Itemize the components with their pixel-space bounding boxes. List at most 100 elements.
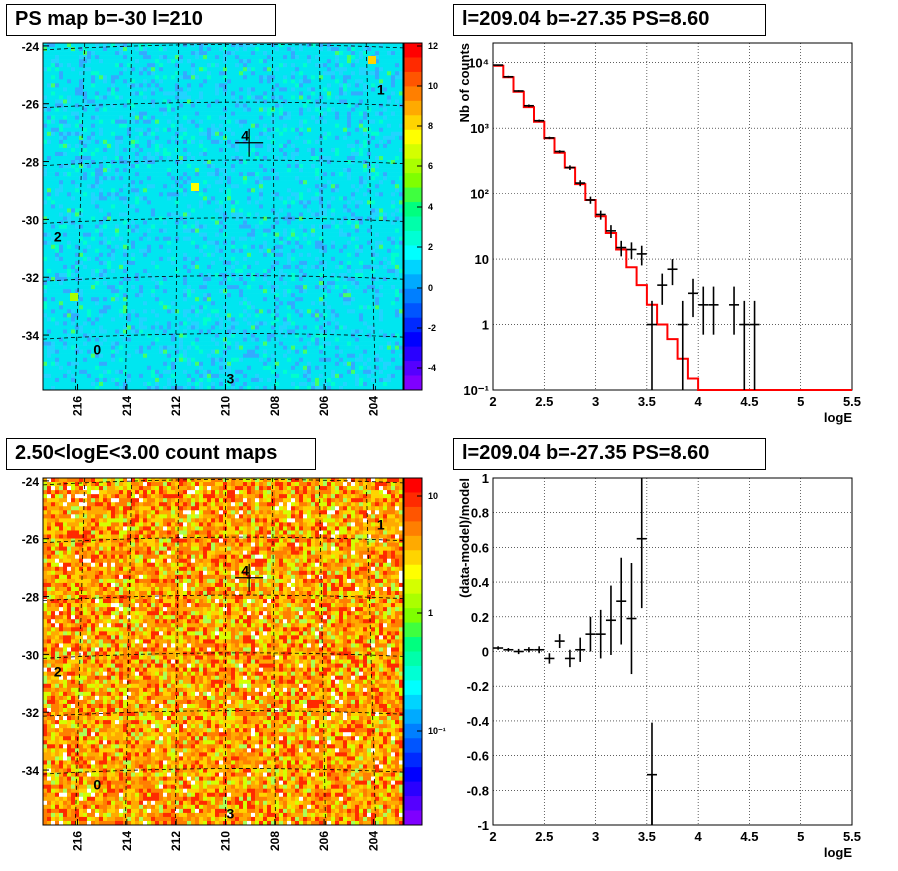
y-tick-label: 10⁴ <box>468 56 489 71</box>
y-tick-label: -1 <box>477 818 489 833</box>
map-grid <box>42 42 404 391</box>
x-tick-label: 208 <box>268 831 282 851</box>
x-tick-label: 3.5 <box>638 394 656 409</box>
data-point <box>749 300 760 390</box>
hot-spot <box>70 293 78 301</box>
data-point <box>729 286 740 335</box>
x-tick-label: 2 <box>489 394 496 409</box>
map-cells <box>43 478 404 826</box>
data-point <box>564 165 575 170</box>
grid-line-lon <box>75 477 86 826</box>
grid-line-lon <box>365 42 376 391</box>
colorbar-step <box>404 622 422 638</box>
y-tick-label: -28 <box>22 591 40 605</box>
y-tick-label: 10 <box>475 252 489 267</box>
map-frame <box>42 477 404 826</box>
y-tick-label: -32 <box>22 706 40 720</box>
colorbar-step <box>404 535 422 551</box>
spectrum-panel: 2 2.5 3 3.5 4 4.5 5 5.5 10⁻¹ 1 10 10² 10³ 10⁴ logE Nb o… <box>457 42 861 425</box>
x-tick-label: 3.5 <box>638 829 656 844</box>
colorbar-step <box>404 259 422 275</box>
data-point <box>493 64 504 66</box>
x-axis-label: logE <box>824 410 852 425</box>
data-point <box>636 245 647 266</box>
data-point <box>503 75 514 78</box>
colorbar-step <box>404 810 422 826</box>
colorbar-step <box>404 57 422 73</box>
x-tick-label: 4 <box>695 394 703 409</box>
x-tick-label: 2 <box>489 829 496 844</box>
colorbar-tick-label: 10 <box>428 491 438 501</box>
y-tick-label: -0.6 <box>467 749 489 764</box>
colorbar-tick-label: 0 <box>428 283 433 293</box>
data-point <box>564 649 575 668</box>
colorbar-step <box>404 723 422 739</box>
residual-panel: 2 2.5 3 3.5 4 4.5 5 5.5 -1 -0.8 -0.6 -0.4 -0.2 0 0.2 0.… <box>457 471 861 860</box>
colorbar-step <box>404 680 422 696</box>
colorbar-step <box>404 521 422 537</box>
colorbar-frame <box>403 477 423 826</box>
colorbar-step <box>404 317 422 333</box>
x-tick-label: 216 <box>71 396 85 416</box>
model-histogram <box>493 64 852 391</box>
data-point <box>657 273 668 305</box>
grid-line-lon <box>125 42 132 391</box>
map-cells <box>43 43 404 391</box>
y-tick-label: -26 <box>22 533 40 547</box>
colorbar-step <box>404 637 422 652</box>
data-point <box>585 616 596 652</box>
colorbar: 12 10 8 6 4 2 0 -2 -4 <box>403 41 438 391</box>
data-point <box>616 557 627 645</box>
data-point <box>595 609 606 659</box>
data-point <box>554 634 565 649</box>
colorbar-step <box>404 579 422 595</box>
y-tick-label: -32 <box>22 271 40 285</box>
y-tick-label: 0.6 <box>471 540 489 555</box>
colorbar-step <box>404 651 422 667</box>
grid-line-lon <box>318 477 326 826</box>
data-point <box>493 646 504 650</box>
colorbar-step <box>404 550 422 566</box>
colorbar: 10 1 10⁻¹ <box>403 477 446 826</box>
map-grid <box>42 477 404 826</box>
x-tick-label: 212 <box>169 396 183 416</box>
y-tick-label: 1 <box>482 318 489 333</box>
source-label: 2 <box>54 664 62 680</box>
y-tick-label: -30 <box>22 213 40 227</box>
data-point <box>739 300 750 390</box>
colorbar-step <box>404 375 422 391</box>
x-tick-label: 2.5 <box>535 829 553 844</box>
colorbar-tick-label: -2 <box>428 323 436 333</box>
colorbar-step <box>404 71 422 87</box>
source-label: 0 <box>93 342 101 358</box>
colorbar-step <box>404 144 422 160</box>
colorbar-step <box>404 115 422 131</box>
data-point <box>585 196 596 204</box>
grid-line-lon <box>175 42 179 391</box>
data-point <box>534 646 545 654</box>
grid-line-lon <box>318 42 326 391</box>
y-tick-label: -24 <box>22 40 40 54</box>
y-tick-label: 0.4 <box>471 575 490 590</box>
colorbar-step <box>404 361 422 376</box>
x-tick-label: 3 <box>592 394 599 409</box>
grid-line-lon <box>125 477 132 826</box>
data-point <box>708 286 719 335</box>
x-tick-label: 216 <box>71 831 85 851</box>
grid-line-lon <box>272 477 276 826</box>
x-tick-label: 204 <box>366 396 380 416</box>
y-tick-label: 10³ <box>470 121 489 136</box>
grid-line-lon <box>365 477 376 826</box>
colorbar-step <box>404 709 422 725</box>
colorbar-tick-label: 10⁻¹ <box>428 726 446 736</box>
y-tick-label: -34 <box>22 329 40 343</box>
data-point <box>534 119 545 122</box>
colorbar-tick-label: 2 <box>428 242 433 252</box>
colorbar-step <box>404 288 422 304</box>
source-label: 4 <box>241 128 249 144</box>
data-point <box>554 150 565 153</box>
x-tick-label: 5.5 <box>843 394 861 409</box>
